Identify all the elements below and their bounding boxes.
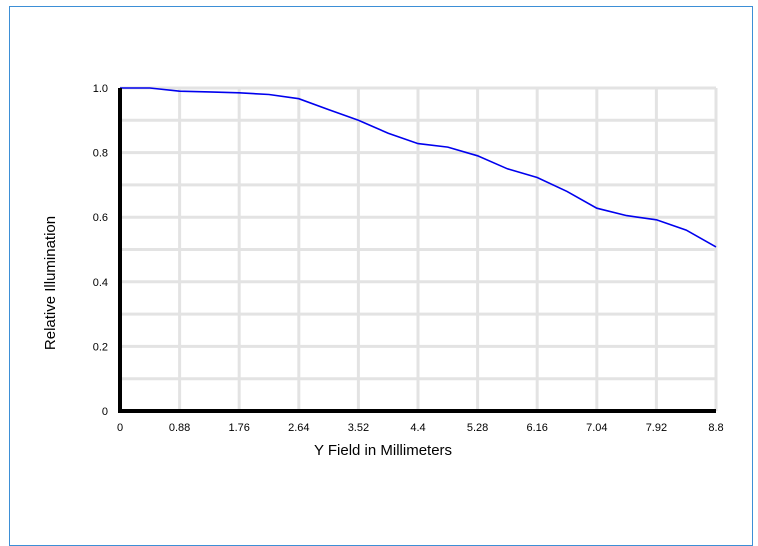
- y-tick-label: 0.4: [93, 277, 108, 289]
- x-tick-label: 1.76: [228, 422, 249, 434]
- x-tick-label: 5.28: [467, 422, 488, 434]
- y-tick-label: 1.0: [93, 83, 108, 95]
- x-tick-label: 0.88: [169, 422, 190, 434]
- x-tick-label: 0: [117, 422, 123, 434]
- y-tick-label: 0: [102, 406, 108, 418]
- y-tick-label: 0.8: [93, 148, 108, 160]
- x-tick-label: 4.4: [410, 422, 425, 434]
- x-tick-label: 2.64: [288, 422, 309, 434]
- x-tick-label: 6.16: [526, 422, 547, 434]
- x-tick-label: 7.92: [646, 422, 667, 434]
- grid: [120, 88, 716, 411]
- x-tick-label: 3.52: [348, 422, 369, 434]
- y-tick-labels: 0 0.2 0.4 0.6 0.8 1.0: [93, 83, 108, 418]
- x-tick-label: 8.8: [708, 422, 723, 434]
- y-axis-label: Relative Illumination: [42, 216, 59, 350]
- x-tick-labels: 0 0.88 1.76 2.64 3.52 4.4 5.28 6.16 7.04 7.92 8.8: [117, 422, 724, 434]
- y-tick-label: 0.6: [93, 212, 108, 224]
- x-tick-label: 7.04: [586, 422, 607, 434]
- x-axis-label: Y Field in Millimeters: [314, 442, 452, 459]
- y-tick-label: 0.2: [93, 341, 108, 353]
